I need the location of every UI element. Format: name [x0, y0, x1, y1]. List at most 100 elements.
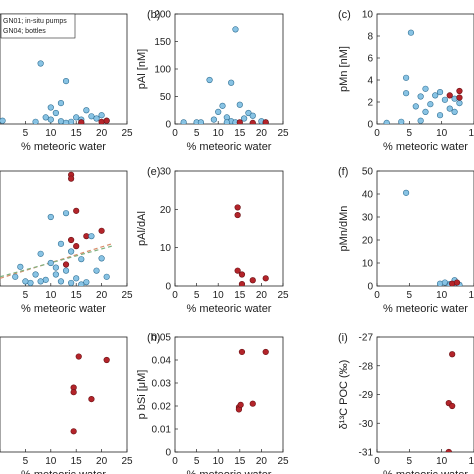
data-point-red — [453, 279, 461, 286]
x-tick-label: 0 — [172, 128, 178, 139]
data-point-red — [98, 118, 105, 124]
panel-letter: (b) — [147, 9, 160, 21]
data-point-blue — [98, 112, 105, 119]
data-point-blue — [22, 278, 29, 285]
data-point-red — [249, 277, 256, 284]
data-point-blue — [206, 76, 213, 84]
y-tick-label: 0.05 — [152, 333, 172, 344]
data-point-blue — [93, 267, 100, 274]
y-axis-label: pAl/dAl — [136, 211, 148, 246]
data-point-blue — [47, 116, 54, 123]
y-axis-label: pAl [nM] — [136, 49, 148, 89]
data-point-blue — [249, 112, 256, 119]
data-point-blue — [78, 281, 85, 286]
x-tick-label: 15 — [71, 128, 83, 139]
data-point-blue — [62, 119, 70, 124]
axes-frame — [174, 13, 284, 125]
axes-frame — [376, 13, 474, 125]
data-point-blue — [412, 103, 419, 110]
x-tick-label: 10 — [436, 128, 448, 139]
panel-letter: (i) — [338, 332, 348, 344]
data-point-blue — [73, 114, 80, 121]
x-tick-label: 10 — [213, 290, 225, 301]
x-tick-label: 20 — [256, 128, 268, 139]
x-tick-label: 10 — [213, 456, 225, 467]
data-point-blue — [456, 99, 463, 107]
data-point-blue — [52, 271, 59, 278]
x-tick-label: 20 — [96, 128, 108, 139]
panel-letter: (f) — [338, 166, 348, 178]
data-point-blue — [210, 116, 217, 123]
data-point-blue — [422, 85, 429, 92]
data-point-blue — [417, 117, 424, 124]
x-tick-label: 15 — [234, 290, 246, 301]
data-point-red — [449, 351, 456, 358]
data-points — [0, 21, 110, 124]
data-point-blue — [37, 60, 44, 67]
data-point-blue — [47, 259, 54, 267]
data-point-red — [78, 119, 85, 124]
data-point-blue — [228, 79, 235, 86]
data-point-red — [68, 236, 75, 244]
data-point-blue — [32, 271, 39, 278]
legend-entry-label: GN01; in-situ pumps — [3, 18, 67, 25]
data-point-red — [456, 94, 463, 101]
data-point-red — [103, 356, 110, 364]
axes-frame — [376, 170, 474, 287]
y-tick-label: 10 — [362, 259, 374, 270]
axes-frame — [174, 336, 284, 453]
data-point-blue — [245, 109, 252, 117]
data-point-blue — [232, 26, 239, 33]
data-point-blue — [197, 119, 205, 124]
data-point-red — [83, 233, 90, 240]
y-tick-label: 50 — [362, 167, 374, 178]
y-tick-label: 30 — [362, 213, 374, 224]
data-point-blue — [62, 77, 70, 85]
y-tick-label: -30 — [359, 419, 374, 430]
data-point-red — [234, 211, 241, 219]
x-axis-label: % meteoric water — [383, 469, 468, 474]
data-point-blue — [37, 278, 44, 285]
data-point-red — [262, 119, 269, 124]
x-axis-label: % meteoric water — [383, 303, 468, 315]
y-axis-label: δ¹³C POC (‰) — [338, 360, 350, 430]
x-tick-label: 5 — [194, 456, 200, 467]
data-points — [383, 29, 463, 124]
y-tick-label: 8 — [367, 32, 373, 43]
data-point-blue — [62, 267, 70, 274]
data-point-red — [73, 207, 80, 214]
y-tick-label: 20 — [362, 236, 374, 247]
x-tick-label: 10 — [45, 128, 57, 139]
data-point-blue — [446, 105, 453, 112]
y-tick-label: 40 — [362, 190, 374, 201]
x-tick-label: 15 — [71, 290, 83, 301]
data-point-blue — [68, 279, 75, 286]
data-point-red — [103, 117, 110, 124]
data-point-red — [234, 204, 241, 211]
fit-line — [0, 245, 112, 278]
x-tick-label: 5 — [23, 290, 29, 301]
data-point-blue — [88, 233, 95, 240]
panel-letter: (e) — [147, 166, 160, 178]
data-point-blue — [57, 118, 65, 124]
data-point-blue — [57, 278, 65, 285]
y-axis-label: p bSi [μM] — [136, 370, 148, 420]
data-point-red — [75, 353, 82, 360]
x-tick-label: 25 — [121, 290, 133, 301]
y-tick-label: 10 — [160, 243, 172, 254]
data-points — [403, 189, 463, 286]
data-point-red — [73, 243, 80, 250]
x-tick-label: 20 — [256, 290, 268, 301]
x-tick-label: 10 — [45, 456, 57, 467]
y-tick-label: 150 — [154, 37, 171, 48]
data-point-blue — [57, 240, 65, 247]
panel-f: 0 5 10 15 0 10 20 30 40 50 % meteoric water pMn/dMn… — [338, 166, 474, 315]
data-point-blue — [27, 279, 34, 286]
x-tick-label: 15 — [234, 456, 246, 467]
data-points — [235, 348, 269, 413]
data-point-blue — [417, 93, 424, 100]
data-points — [70, 353, 110, 435]
data-point-red — [238, 271, 246, 278]
panel-e: 0 5 10 15 20 25 0 10 20 30 % meteoric water pAl/dAl… — [136, 166, 289, 315]
panel-g: 5 10 15 20 25 % meteoric water — [0, 336, 133, 474]
